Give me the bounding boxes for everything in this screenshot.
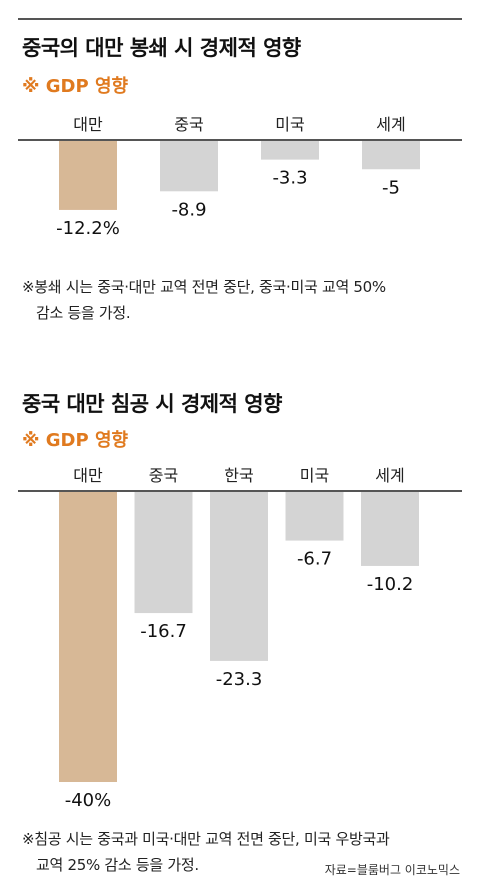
chart2-note-line2: 교역 25% 감소 등을 가정. <box>36 856 199 874</box>
chart2-bar-4 <box>361 492 419 566</box>
chart2-category-label-1: 중국 <box>149 466 178 485</box>
chart2-bar-3 <box>285 492 344 541</box>
chart2-bar-2 <box>210 492 268 661</box>
chart1-note-line2: 감소 등을 가정. <box>36 304 131 322</box>
chart1-value-label-1: -8.9 <box>171 199 206 220</box>
chart2-value-label-0: -40% <box>65 790 112 811</box>
chart1-bar-0 <box>59 141 117 210</box>
chart2-note-line1: ※침공 시는 중국과 미국·대만 교역 전면 중단, 미국 우방국과 <box>22 830 390 848</box>
chart2-plot: 대만 -40% 중국 -16.7 한국 -23.3 미국 -6.7 세계 -10.2 <box>18 466 462 811</box>
chart2-bar-0 <box>59 492 117 782</box>
chart1-category-label-2: 미국 <box>275 115 304 134</box>
chart1-category-label-1: 중국 <box>174 115 203 134</box>
chart2-category-label-4: 세계 <box>375 466 404 485</box>
chart2-title: 중국 대만 침공 시 경제적 영향 <box>22 392 282 416</box>
chart1-subtitle: ※ GDP 영향 <box>22 76 129 97</box>
chart1-bar-3 <box>362 141 420 170</box>
chart1-value-label-2: -3.3 <box>272 168 307 189</box>
chart1-note-line1: ※봉쇄 시는 중국·대만 교역 전면 중단, 중국·미국 교역 50% <box>22 278 386 296</box>
chart2-value-label-3: -6.7 <box>297 549 332 570</box>
chart2-category-label-2: 한국 <box>224 466 253 485</box>
chart1-title: 중국의 대만 봉쇄 시 경제적 영향 <box>22 36 301 60</box>
chart2-bar-1 <box>134 492 193 614</box>
chart2-value-label-2: -23.3 <box>216 669 263 690</box>
top-rule <box>18 18 462 20</box>
chart2-category-label-3: 미국 <box>300 466 329 485</box>
chart2-value-label-1: -16.7 <box>140 621 187 642</box>
chart2-note: ※침공 시는 중국과 미국·대만 교역 전면 중단, 미국 우방국과 교역 25… <box>22 826 390 878</box>
chart1-note: ※봉쇄 시는 중국·대만 교역 전면 중단, 중국·미국 교역 50% 감소 등… <box>22 274 386 326</box>
chart1-value-label-3: -5 <box>382 177 400 198</box>
chart2-category-label-0: 대만 <box>73 466 103 485</box>
chart2-value-label-4: -10.2 <box>367 574 414 595</box>
chart1-bar-2 <box>261 141 319 160</box>
chart1-category-label-3: 세계 <box>376 115 405 134</box>
chart1-bar-1 <box>160 141 218 192</box>
chart2-subtitle: ※ GDP 영향 <box>22 430 129 451</box>
chart1-plot: 대만 -12.2% 중국 -8.9 미국 -3.3 세계 -5 <box>18 115 462 239</box>
chart1-category-label-0: 대만 <box>73 115 103 134</box>
chart1-value-label-0: -12.2% <box>56 218 120 239</box>
source-credit: 자료=블룸버그 이코노믹스 <box>324 863 460 877</box>
